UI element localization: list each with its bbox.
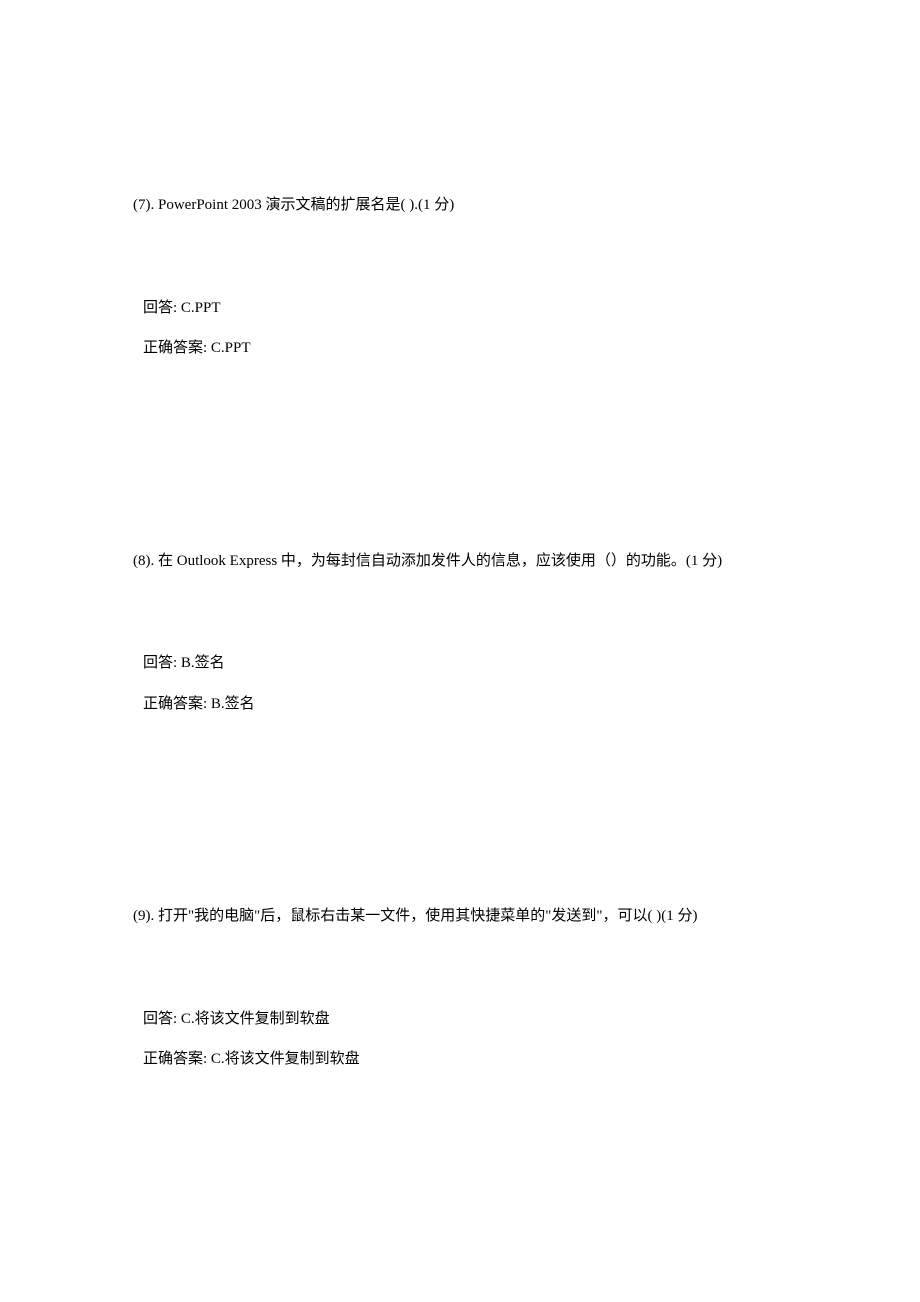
question-block-9: (9). 打开"我的电脑"后，鼠标右击某一文件，使用其快捷菜单的"发送到"，可以…	[133, 905, 820, 1071]
question-body: PowerPoint 2003 演示文稿的扩展名是( ).(1 分)	[158, 197, 454, 213]
answer-label: 回答:	[143, 655, 177, 671]
correct-value: C.将该文件复制到软盘	[211, 1051, 360, 1067]
correct-answer-line: 正确答案: B.签名	[133, 693, 820, 716]
question-text: (9). 打开"我的电脑"后，鼠标右击某一文件，使用其快捷菜单的"发送到"，可以…	[133, 905, 820, 928]
question-block-7: (7). PowerPoint 2003 演示文稿的扩展名是( ).(1 分) …	[133, 194, 820, 360]
question-number: (7).	[133, 197, 154, 213]
correct-value: B.签名	[211, 696, 255, 712]
page-content: (7). PowerPoint 2003 演示文稿的扩展名是( ).(1 分) …	[0, 0, 920, 1071]
question-number: (8).	[133, 553, 154, 569]
question-body: 打开"我的电脑"后，鼠标右击某一文件，使用其快捷菜单的"发送到"，可以( )(1…	[158, 908, 697, 924]
answer-line: 回答: C.PPT	[133, 297, 820, 320]
answer-line: 回答: C.将该文件复制到软盘	[133, 1008, 820, 1031]
question-block-8: (8). 在 Outlook Express 中，为每封信自动添加发件人的信息，…	[133, 550, 820, 716]
question-body: 在 Outlook Express 中，为每封信自动添加发件人的信息，应该使用（…	[158, 553, 722, 569]
correct-label: 正确答案:	[143, 696, 207, 712]
correct-answer-line: 正确答案: C.PPT	[133, 337, 820, 360]
correct-answer-line: 正确答案: C.将该文件复制到软盘	[133, 1048, 820, 1071]
answer-label: 回答:	[143, 1011, 177, 1027]
correct-label: 正确答案:	[143, 340, 207, 356]
answer-value: C.PPT	[181, 300, 221, 316]
correct-value: C.PPT	[211, 340, 251, 356]
answer-label: 回答:	[143, 300, 177, 316]
answer-value: C.将该文件复制到软盘	[181, 1011, 330, 1027]
question-text: (8). 在 Outlook Express 中，为每封信自动添加发件人的信息，…	[133, 550, 820, 573]
answer-line: 回答: B.签名	[133, 652, 820, 675]
question-number: (9).	[133, 908, 154, 924]
question-text: (7). PowerPoint 2003 演示文稿的扩展名是( ).(1 分)	[133, 194, 820, 217]
correct-label: 正确答案:	[143, 1051, 207, 1067]
answer-value: B.签名	[181, 655, 225, 671]
